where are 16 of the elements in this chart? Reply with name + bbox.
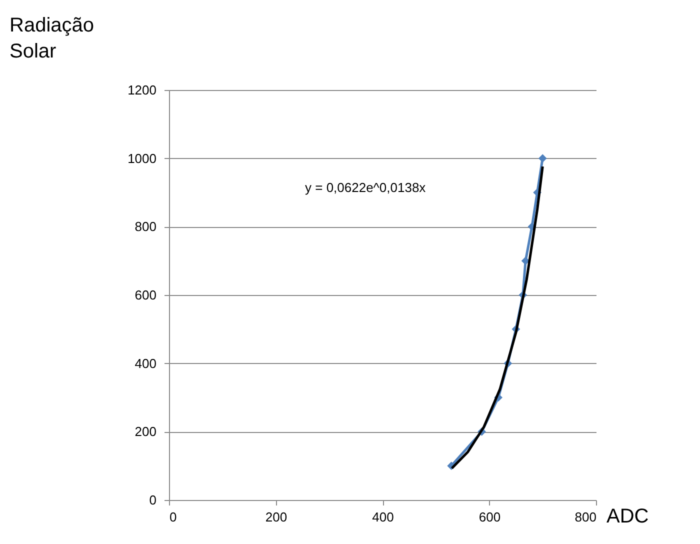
y-tick-label: 0 [149,492,156,508]
y-tick-label: 600 [134,288,156,302]
y-tick-label: 200 [134,424,156,440]
y-tick-label: 800 [134,219,156,234]
x-tick-label: 0 [170,510,177,524]
x-tick-label: 600 [478,510,501,524]
annotation: y = 0,0622e^0,0138x [305,180,426,195]
x-tick-label: 200 [265,510,288,524]
x-tick-label: 400 [372,510,394,524]
y-tick-label: 400 [134,356,156,371]
y-tick-label: 1000 [128,150,156,166]
x-tick-label: 800 [574,510,596,524]
y-axis-title: Radiação Solar [10,14,94,62]
point [538,154,547,163]
x-axis-title: ADC [606,506,649,528]
y-tick-label: 1200 [128,82,156,98]
